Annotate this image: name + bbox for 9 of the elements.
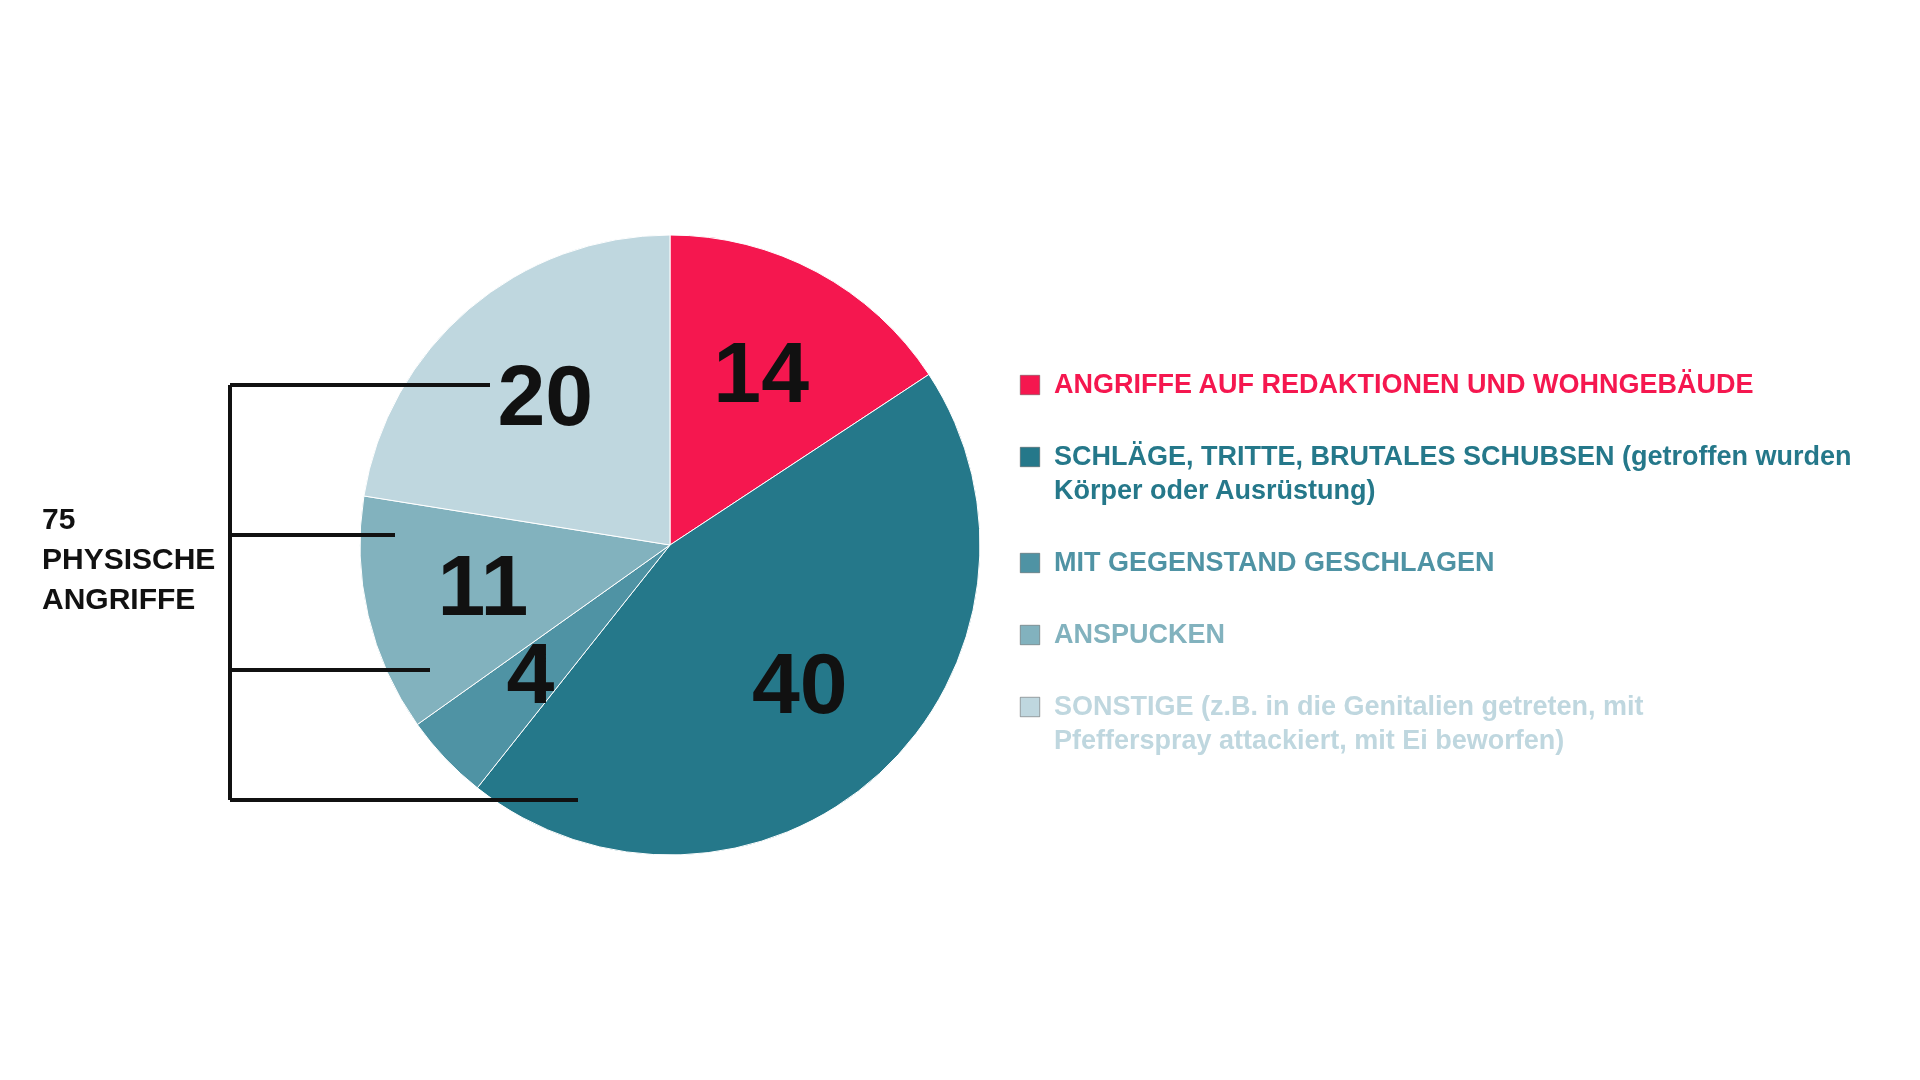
legend-label: SCHLÄGE, TRITTE, BRUTALES SCHUBSEN (getroffen wurden Körper oder Ausrüstung) [1054,441,1852,505]
data-label: 40 [751,634,848,731]
text: 75 PHYSISCHE ANGRIFFE [42,502,216,615]
legend-label: SONSTIGE (z.B. in die Genitalien getreten, mit Pfefferspray attackiert, mit Ei beworfen) [1054,691,1644,755]
data-label: 14 [713,323,810,420]
data-label: 20 [497,346,594,443]
legend-label: ANGRIFFE AUF REDAKTIONEN UND WOHNGEBÄUDE [1054,369,1754,399]
legend-label: MIT GEGENSTAND GESCHLAGEN [1054,547,1495,577]
legend-label: ANSPUCKEN [1054,619,1226,649]
